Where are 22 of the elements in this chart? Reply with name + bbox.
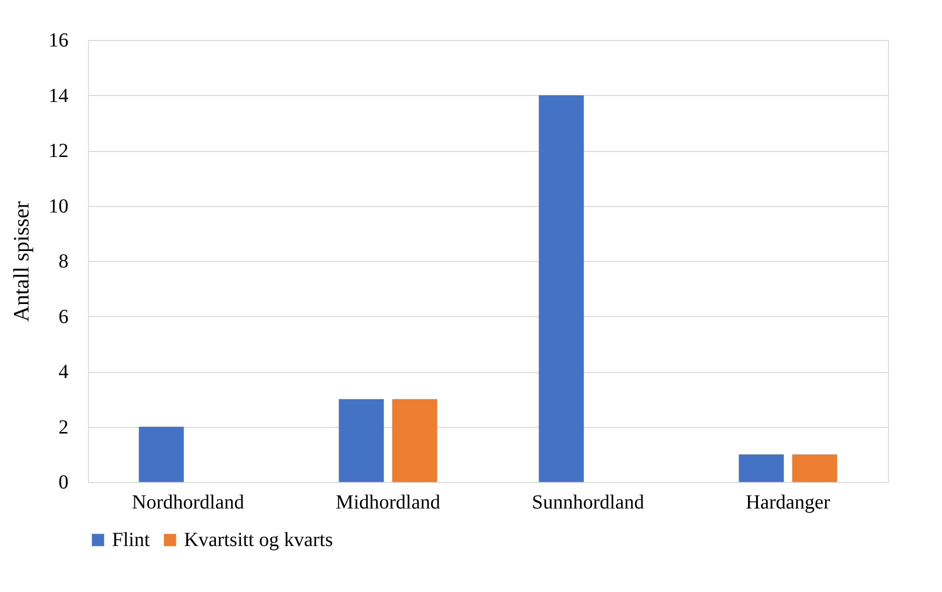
y-tick-label: 6: [58, 306, 68, 328]
legend-label: Flint: [112, 529, 150, 551]
bar: [138, 426, 184, 482]
y-tick-label: 16: [48, 30, 68, 52]
y-tick-label: 2: [58, 416, 68, 438]
y-tick-label: 0: [58, 472, 68, 494]
x-tick-label: Midhordland: [336, 492, 440, 514]
x-tick-label: Hardanger: [746, 492, 831, 514]
bar: [538, 95, 584, 482]
y-tick-label: 8: [58, 250, 68, 272]
y-tick-label: 10: [48, 195, 68, 218]
x-tick-label: Sunnhordland: [532, 492, 644, 514]
y-tick-label: 12: [48, 140, 68, 162]
bar: [338, 399, 384, 482]
y-tick-label: 14: [48, 84, 68, 107]
bar: [392, 399, 438, 482]
y-tick-label: 4: [58, 361, 68, 383]
legend-label: Kvartsitt og kvarts: [184, 529, 334, 551]
x-tick-label: Nordhordland: [132, 492, 244, 514]
bar: [792, 454, 838, 482]
bar: [738, 454, 784, 482]
y-axis-title: Antall spisser: [8, 200, 34, 322]
